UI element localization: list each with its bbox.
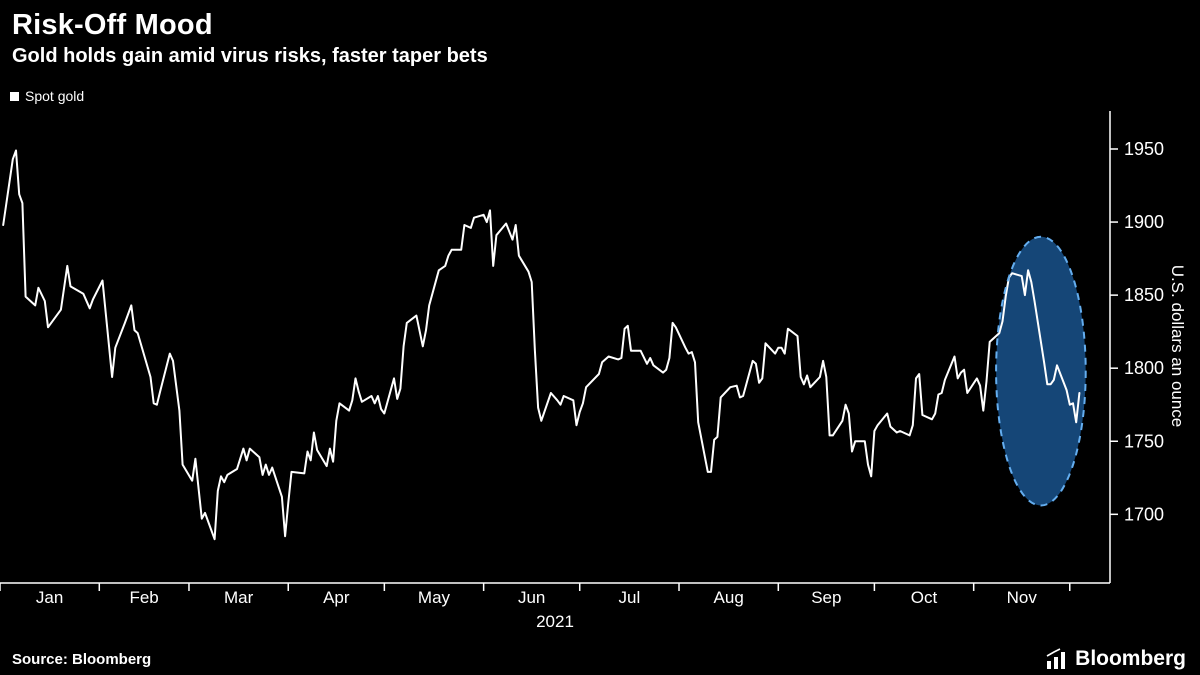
x-month-label: Apr <box>323 588 350 607</box>
x-month-label: Sep <box>811 588 841 607</box>
x-month-label: Oct <box>911 588 938 607</box>
gold-price-chart: 1700 1750 1800 1850 1900 1950 Jan Feb Mar Apr May J… <box>0 111 1187 631</box>
y-tick-label: 1850 <box>1124 286 1164 306</box>
y-tick-label: 1950 <box>1124 139 1164 159</box>
y-tick-label: 1800 <box>1124 359 1164 379</box>
chart-subtitle: Gold holds gain amid virus risks, faster… <box>12 45 488 68</box>
y-axis-title: U.S. dollars an ounce <box>1168 265 1187 428</box>
y-tick-label: 1700 <box>1124 505 1164 525</box>
x-month-label: Jul <box>619 588 641 607</box>
legend-swatch-icon <box>10 91 19 101</box>
x-month-label: Feb <box>129 588 158 607</box>
footer: Source: Bloomberg Bloomberg <box>12 647 1186 671</box>
highlight-ellipse-fill <box>996 237 1086 506</box>
legend-label: Spot gold <box>25 88 85 105</box>
highlight-ellipse-outline <box>995 236 1087 507</box>
x-month-label: Aug <box>714 588 744 607</box>
x-month-label: Jan <box>36 588 63 607</box>
y-tick-label: 1750 <box>1124 432 1164 452</box>
source-label: Source: Bloomberg <box>12 650 152 668</box>
y-tick-label: 1900 <box>1124 212 1164 232</box>
bloomberg-logo: Bloomberg <box>1046 647 1186 671</box>
x-month-label: May <box>418 588 451 607</box>
chart-title: Risk-Off Mood <box>12 9 213 41</box>
x-month-label: Nov <box>1007 588 1038 607</box>
price-line <box>2 149 1081 541</box>
x-month-label: Mar <box>224 588 254 607</box>
bloomberg-chart-icon <box>1046 648 1066 669</box>
x-year-label: 2021 <box>536 612 574 631</box>
legend: Spot gold <box>10 88 1200 104</box>
x-month-label: Jun <box>518 588 545 607</box>
bloomberg-wordmark: Bloomberg <box>1075 647 1186 670</box>
